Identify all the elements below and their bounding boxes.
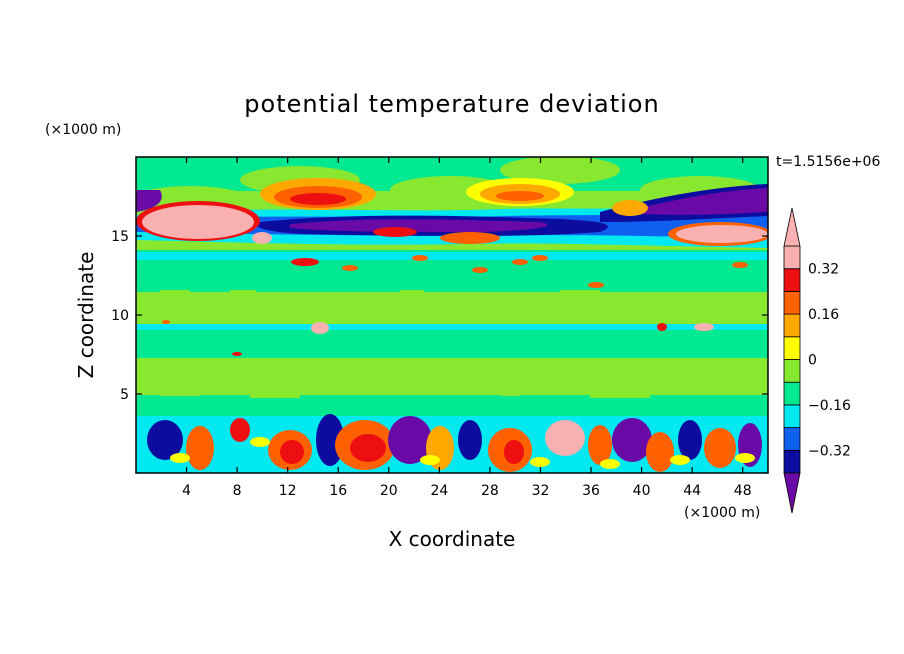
y-axis: 5 10 15: [111, 229, 768, 403]
x-axis-label: X coordinate: [389, 527, 516, 551]
x-tick-label: 40: [633, 483, 651, 499]
x-tick-label: 32: [532, 483, 550, 499]
x-tick-label: 24: [430, 483, 448, 499]
x-tick-label: 4: [182, 483, 191, 499]
colorbar-segment: [783, 245, 801, 270]
colorbar-label: 0.16: [808, 307, 839, 323]
y-tick-label: 15: [111, 229, 129, 245]
x-tick-label: 28: [481, 483, 499, 499]
chart-title: potential temperature deviation: [244, 90, 659, 118]
y-tick-label: 10: [111, 308, 129, 324]
x-unit-label: (×1000 m): [684, 505, 760, 521]
colorbar-segment: [783, 336, 801, 360]
colorbar-bottom-arrow: [783, 472, 801, 514]
x-tick-label: 48: [734, 483, 752, 499]
colorbar-segment: [783, 381, 801, 406]
colorbar-segment: [783, 290, 801, 315]
y-axis-label: Z coordinate: [74, 252, 98, 379]
x-axis: 4 8 12 16 20 24 28 32 36 40 44 48: [182, 157, 752, 499]
colorbar: −0.32 −0.16 0 0.16 0.32: [783, 207, 851, 514]
colorbar-label: −0.16: [808, 398, 851, 414]
x-tick-label: 44: [683, 483, 701, 499]
colorbar-label: 0: [808, 353, 817, 369]
colorbar-label: 0.32: [808, 262, 839, 278]
colorbar-segment: [783, 427, 801, 451]
y-unit-label: (×1000 m): [45, 122, 121, 138]
colorbar-segment: [783, 449, 801, 474]
field-layer: [136, 157, 768, 473]
x-tick-label: 20: [380, 483, 398, 499]
colorbar-label: −0.32: [808, 443, 851, 459]
x-tick-label: 12: [279, 483, 297, 499]
y-tick-label: 5: [120, 387, 129, 403]
colorbar-segment: [783, 268, 801, 292]
x-tick-label: 36: [582, 483, 600, 499]
colorbar-top-arrow: [783, 207, 801, 247]
colorbar-segment: [783, 313, 801, 338]
x-tick-label: 8: [233, 483, 242, 499]
colorbar-segment: [783, 359, 801, 383]
time-label: t=1.5156e+06: [776, 154, 880, 170]
colorbar-segment: [783, 404, 801, 428]
x-tick-label: 16: [329, 483, 347, 499]
